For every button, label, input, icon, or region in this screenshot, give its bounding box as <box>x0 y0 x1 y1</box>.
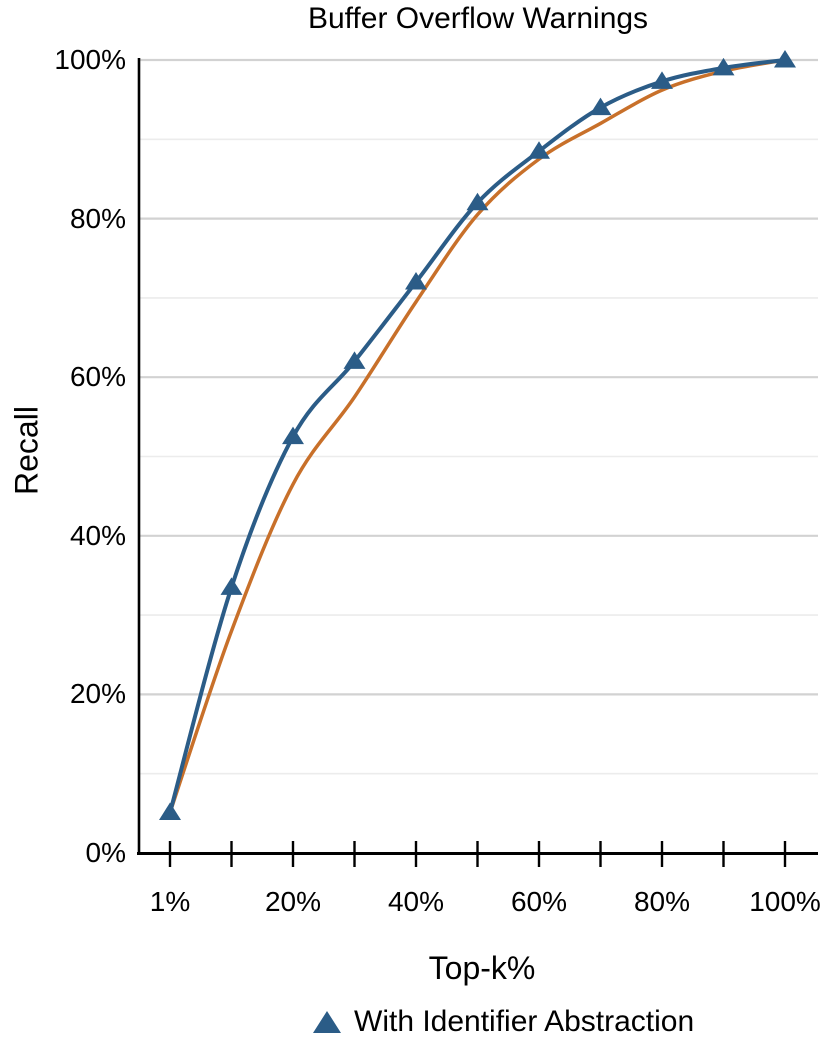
data-point-marker <box>774 50 796 68</box>
data-point-marker <box>405 272 427 290</box>
data-point-marker <box>651 71 673 89</box>
chart-title: Buffer Overflow Warnings <box>307 2 649 35</box>
y-tick-label: 100% <box>54 44 126 75</box>
data-point-marker <box>528 141 550 159</box>
data-point-marker <box>589 97 612 116</box>
data-point-marker <box>159 802 181 821</box>
data-point-marker <box>712 57 735 76</box>
x-tick-label: 1% <box>149 886 191 917</box>
data-point-marker <box>466 192 489 211</box>
data-point-marker <box>220 577 243 595</box>
series-line-unlabeled <box>168 58 787 815</box>
y-tick-label: 20% <box>69 678 126 710</box>
x-axis-label: Top-k% <box>428 950 536 986</box>
x-tick-label: 40% <box>387 886 445 917</box>
x-tick-label: 80% <box>633 886 691 917</box>
x-tick-label: 60% <box>510 886 568 917</box>
legend-label: With Identifier Abstraction <box>354 1005 695 1038</box>
y-tick-label: 80% <box>69 202 126 234</box>
legend-triangle-icon <box>313 1011 341 1033</box>
x-tick-label: 100% <box>749 886 821 917</box>
y-tick-label: 0% <box>85 837 126 868</box>
y-axis-label: Recall <box>8 406 45 495</box>
y-tick-label: 60% <box>69 361 126 393</box>
y-tick-label: 40% <box>69 519 126 551</box>
data-point-marker <box>343 351 366 369</box>
legend: With Identifier Abstraction <box>312 1005 694 1039</box>
series-line-with-identifier-abstraction <box>168 58 787 815</box>
data-point-marker <box>282 426 304 445</box>
x-tick-label: 20% <box>264 886 322 917</box>
